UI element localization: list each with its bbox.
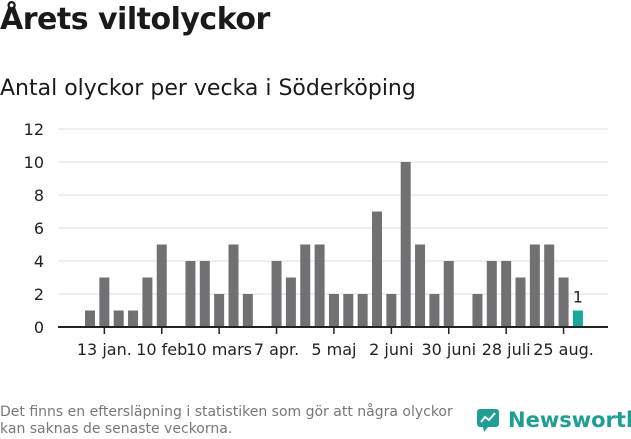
- bar: [400, 162, 411, 327]
- y-tick-label: 8: [34, 186, 44, 205]
- x-tick-label: 28 juli: [482, 340, 531, 359]
- x-tick-label: 25 aug.: [533, 340, 594, 359]
- bar-highlight: [572, 310, 583, 327]
- bar: [113, 310, 124, 327]
- y-tick-label: 4: [34, 252, 44, 271]
- bar: [386, 294, 397, 327]
- x-tick-label: 5 maj: [311, 340, 356, 359]
- newsworthy-icon: [477, 409, 499, 432]
- bar: [328, 294, 339, 327]
- y-tick-label: 6: [34, 219, 44, 238]
- bar: [185, 261, 196, 327]
- x-tick-label: 10 feb: [136, 340, 187, 359]
- newsworthy-logo[interactable]: Newsworthy: [476, 408, 631, 432]
- bar: [343, 294, 354, 327]
- bar: [486, 261, 497, 327]
- bar: [285, 277, 296, 327]
- bar: [228, 244, 239, 327]
- bar: [300, 244, 311, 327]
- y-tick-label: 2: [34, 285, 44, 304]
- bar: [314, 244, 325, 327]
- data-label-last: 1: [573, 288, 583, 307]
- bar: [199, 261, 210, 327]
- bar: [142, 277, 153, 327]
- bar: [271, 261, 282, 327]
- x-tick-label: 7 apr.: [254, 340, 299, 359]
- grid-lines: [58, 128, 608, 295]
- bar: [214, 294, 225, 327]
- x-tick-label: 2 juni: [369, 340, 413, 359]
- bar: [443, 261, 454, 327]
- data-labels: 1: [573, 288, 583, 307]
- y-tick-label: 0: [34, 318, 44, 337]
- bar: [128, 310, 139, 327]
- y-axis-labels: 0 2 4 6 8 10 12: [24, 120, 44, 337]
- x-tick-label: 13 jan.: [77, 340, 132, 359]
- footnote: Det finns en eftersläpning i statistiken…: [0, 404, 453, 437]
- bar: [242, 294, 253, 327]
- brand-name: Newsworthy: [508, 408, 631, 432]
- x-tick-label: 10 mars: [186, 340, 252, 359]
- bar: [415, 244, 426, 327]
- bar: [85, 310, 95, 327]
- bar: [558, 277, 569, 327]
- bar: [429, 294, 440, 327]
- bar: [515, 277, 526, 327]
- bar: [472, 294, 483, 327]
- x-tick-label: 30 juni: [421, 340, 476, 359]
- bar: [501, 261, 512, 327]
- bar: [156, 244, 167, 327]
- y-tick-label: 12: [24, 120, 44, 139]
- bar: [529, 244, 540, 327]
- chart-subtitle: Antal olyckor per vecka i Söderköping: [0, 76, 416, 101]
- bar: [357, 294, 368, 327]
- chart-title: Årets viltolyckor: [0, 2, 270, 37]
- bars: [85, 162, 583, 327]
- y-tick-label: 10: [24, 153, 44, 172]
- bar: [544, 244, 555, 327]
- bar: [372, 211, 382, 327]
- bar: [99, 277, 110, 327]
